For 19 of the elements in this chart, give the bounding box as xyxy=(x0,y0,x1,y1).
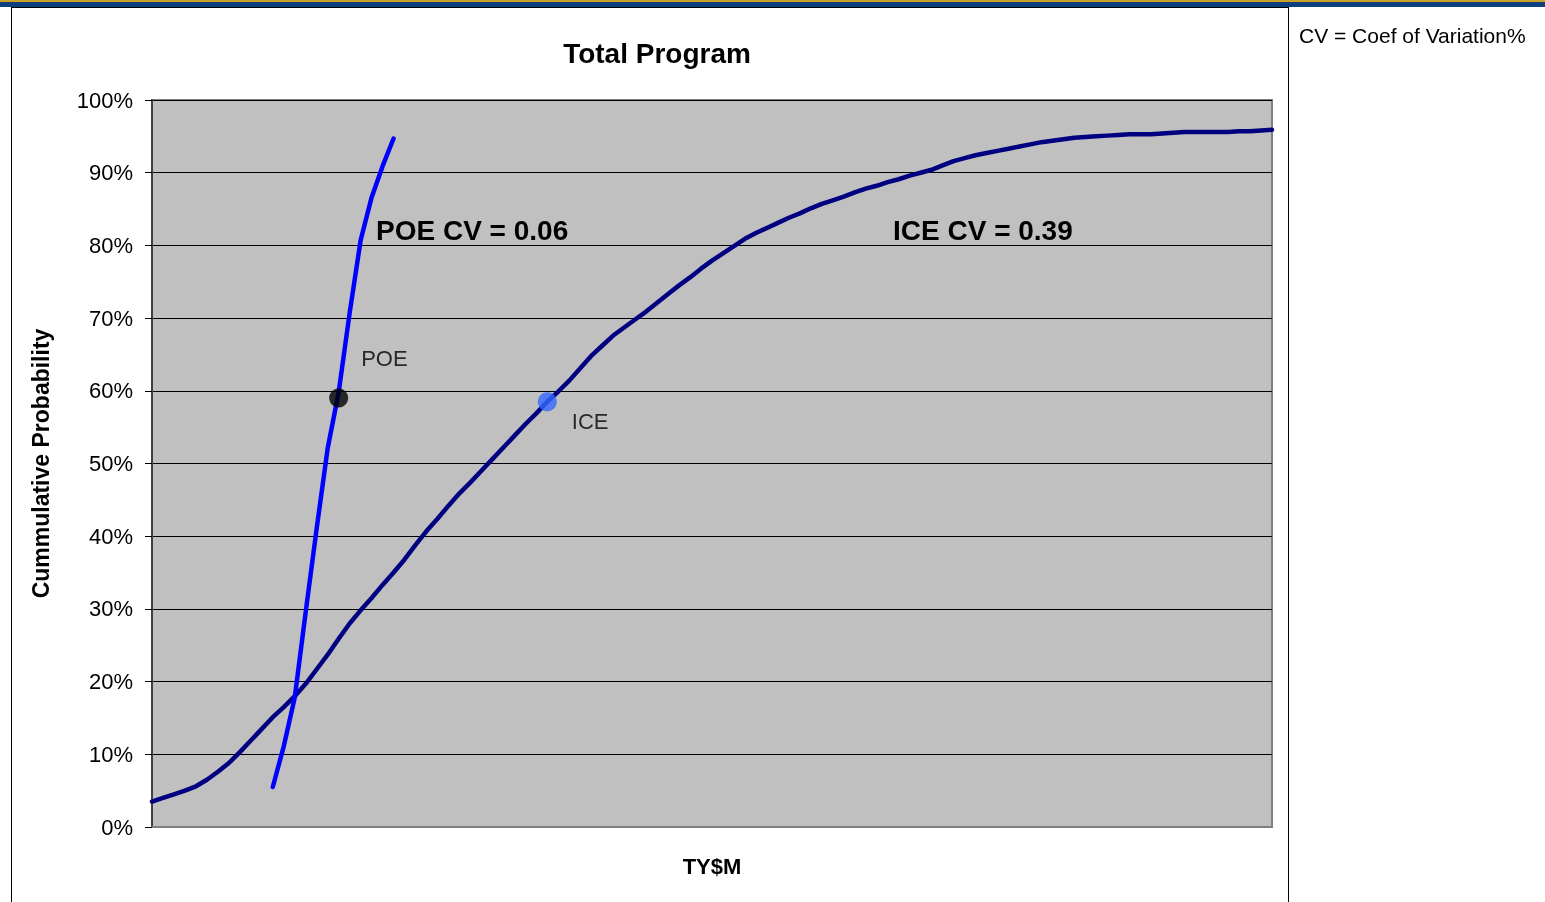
chart-title: Total Program xyxy=(563,37,751,69)
y-tick-label: 20% xyxy=(88,669,133,695)
y-tick-label: 70% xyxy=(88,305,133,331)
text: CV = Coef of Variation% xyxy=(1299,23,1526,47)
y-tick-label: 60% xyxy=(88,378,133,404)
y-tick-label: 10% xyxy=(88,741,133,767)
y-tick-label: 100% xyxy=(76,87,133,113)
y-tick-label: 50% xyxy=(88,451,133,476)
y-tick-label: 0% xyxy=(101,814,133,840)
annotation: ICE CV = 0.39 xyxy=(893,214,1073,246)
y-tick-label: 40% xyxy=(88,523,133,549)
series-label: POE xyxy=(361,345,408,371)
annotation: POE CV = 0.06 xyxy=(376,214,569,246)
x-axis-title: TY$M xyxy=(682,853,742,879)
y-tick-label: 80% xyxy=(88,232,133,258)
series-label: ICE xyxy=(571,409,609,435)
y-tick-label: 90% xyxy=(88,160,133,186)
y-tick-label: 30% xyxy=(88,596,133,622)
y-axis-title: Cummulative Probability xyxy=(27,328,54,599)
